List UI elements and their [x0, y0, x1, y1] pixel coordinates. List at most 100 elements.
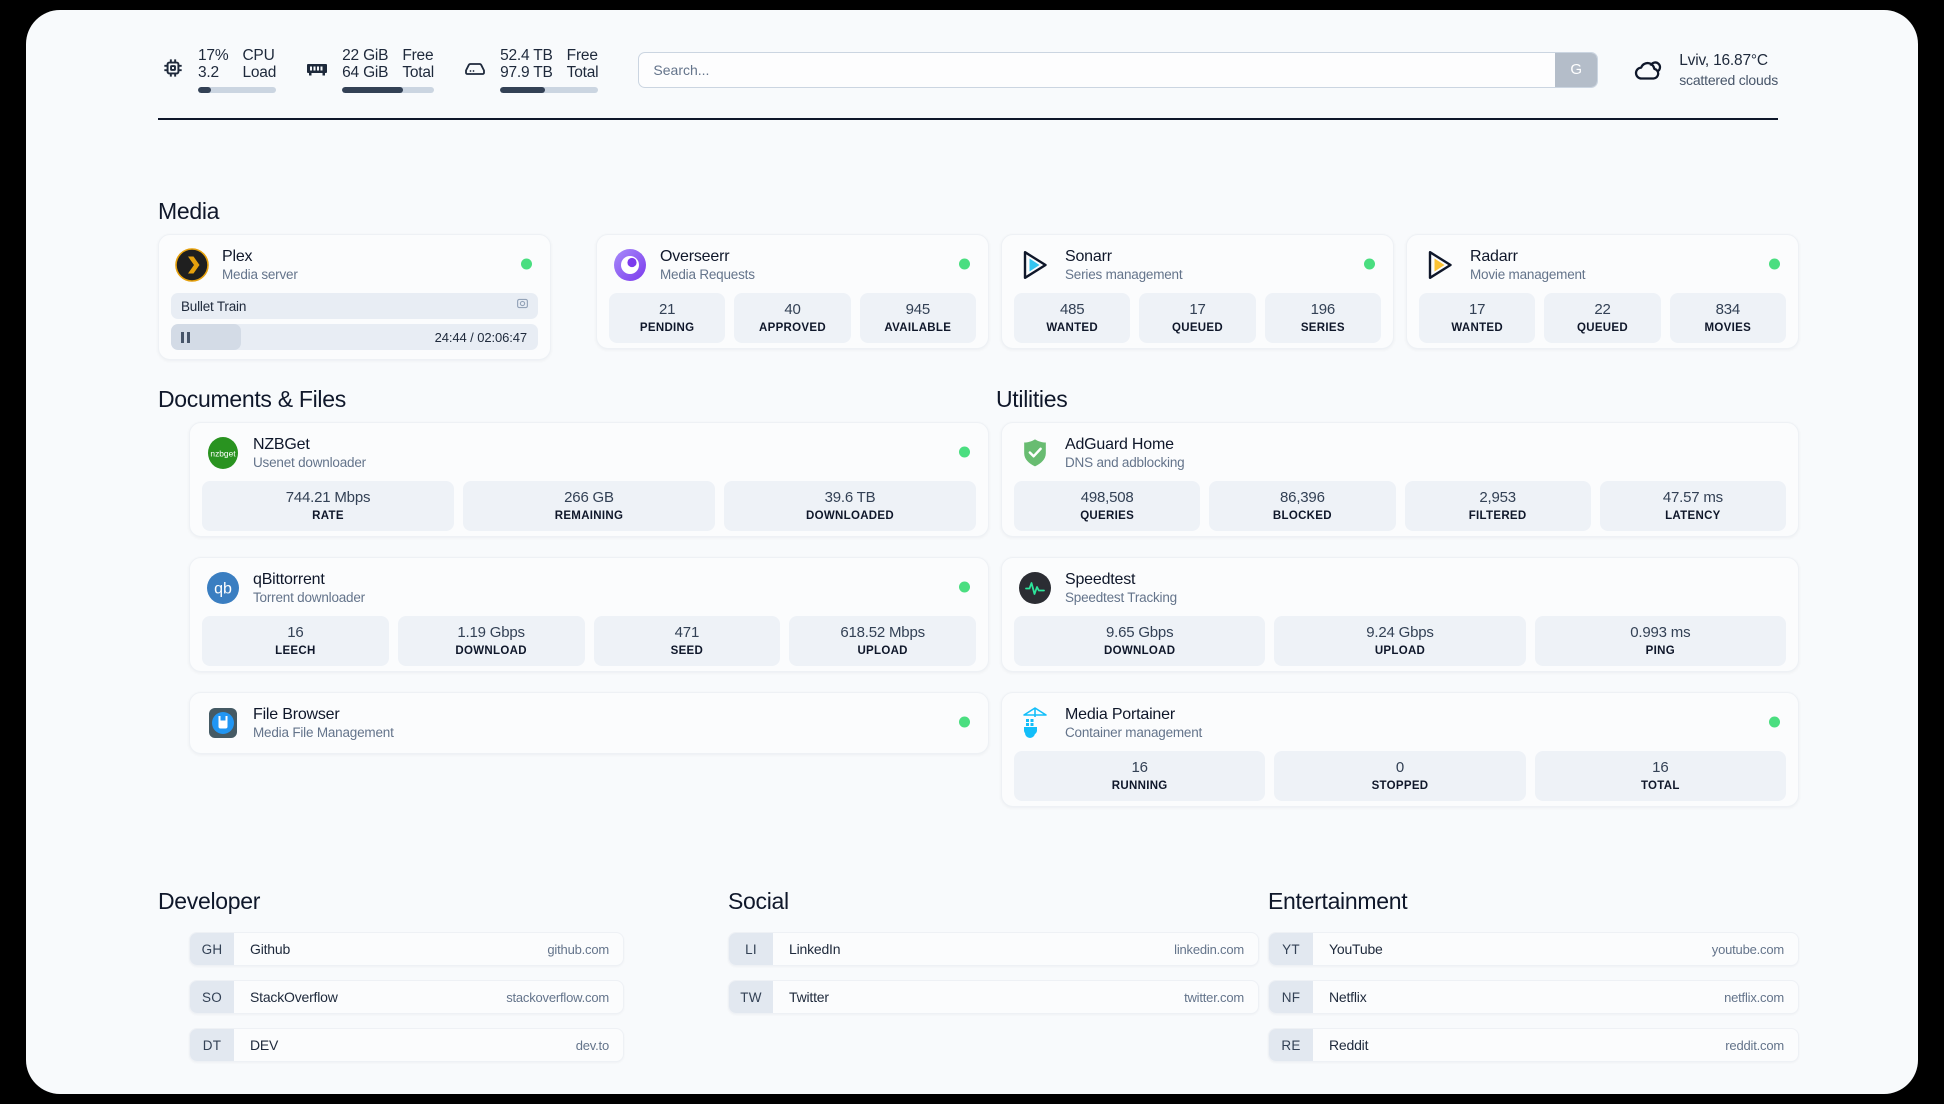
memory-label-top: Free — [402, 46, 434, 64]
bookmark-badge: LI — [729, 933, 773, 965]
bookmark-badge: RE — [1269, 1029, 1313, 1061]
status-badge-online — [959, 258, 970, 270]
bookmark-item-dev[interactable]: DT DEV dev.to — [189, 1028, 624, 1062]
bookmark-group-title-entertainment: Entertainment — [1268, 888, 1408, 914]
bookmark-name: Twitter — [789, 989, 829, 1005]
stat-value: 0.993 ms — [1630, 624, 1691, 641]
search-input[interactable] — [639, 52, 1556, 87]
status-badge-online — [1769, 258, 1780, 270]
weather-widget[interactable]: Lviv, 16.87°C scattered clouds — [1632, 52, 1778, 88]
card-stats: 21 PENDING 40 APPROVED 945 AVAILABLE — [597, 293, 988, 355]
app-card-sonarr[interactable]: Sonarr Series management 485 WANTED 17 Q… — [1001, 234, 1394, 349]
stat-queued: 17 QUEUED — [1139, 293, 1256, 343]
app-card-media-portainer[interactable]: Media Portainer Container management 16 … — [1001, 692, 1799, 807]
stat-caption: LATENCY — [1665, 510, 1721, 522]
stat-value: 47.57 ms — [1662, 489, 1723, 506]
stat-caption: DOWNLOADED — [806, 510, 894, 522]
pause-icon[interactable] — [181, 331, 190, 343]
svg-text:qb: qb — [214, 581, 232, 598]
app-description: Movie management — [1470, 267, 1586, 282]
bookmark-badge: YT — [1269, 933, 1313, 965]
search-submit-button[interactable]: G — [1555, 52, 1598, 87]
search-bar[interactable]: G — [638, 51, 1599, 88]
qbittorrent-icon: qb — [206, 571, 240, 605]
hard-drive-icon — [460, 53, 490, 83]
adguard-shield-icon — [1018, 436, 1052, 470]
card-header: nzbget NZBGet Usenet downloader — [190, 423, 988, 481]
weather-location-temp: Lviv, 16.87°C — [1679, 51, 1768, 69]
stat-rate: 744.21 Mbps RATE — [202, 481, 454, 531]
stat-stopped: 0 STOPPED — [1274, 751, 1526, 801]
cpu-usage-value: 17% — [198, 46, 229, 64]
memory-free-value: 22 GiB — [342, 46, 389, 64]
stat-value: 0 — [1395, 759, 1405, 776]
bookmark-url: reddit.com — [1725, 1037, 1784, 1053]
app-description: Speedtest Tracking — [1065, 590, 1177, 605]
bookmark-item-netflix[interactable]: NF Netflix netflix.com — [1268, 980, 1799, 1014]
cast-icon[interactable] — [516, 297, 529, 315]
bookmark-name: StackOverflow — [250, 989, 338, 1005]
weather-condition: scattered clouds — [1679, 71, 1778, 88]
app-description: Media Requests — [660, 267, 755, 282]
bookmark-item-github[interactable]: GH Github github.com — [189, 932, 624, 966]
app-card-qbittorrent[interactable]: qb qBittorrent Torrent downloader 16 LEE… — [189, 557, 989, 672]
app-description: Media server — [222, 267, 298, 282]
card-stats: 9.65 Gbps DOWNLOAD 9.24 Gbps UPLOAD 0.99… — [1002, 616, 1798, 678]
stat-leech: 16 LEECH — [202, 616, 389, 666]
stat-caption: RATE — [312, 510, 344, 522]
disk-label-top: Free — [566, 46, 598, 64]
stat-value: 834 — [1715, 301, 1741, 318]
stat-value: 16 — [287, 624, 304, 641]
stat-caption: UPLOAD — [1374, 645, 1426, 657]
bookmark-group-title-developer: Developer — [158, 888, 261, 914]
stat-caption: LEECH — [275, 645, 316, 657]
app-card-nzbget[interactable]: nzbget NZBGet Usenet downloader 744.21 M… — [189, 422, 989, 537]
card-stats: 17 WANTED 22 QUEUED 834 MOVIES — [1407, 293, 1798, 355]
bookmark-item-youtube[interactable]: YT YouTube youtube.com — [1268, 932, 1799, 966]
stat-value: 744.21 Mbps — [285, 489, 371, 506]
now-playing-bar[interactable]: Bullet Train — [171, 293, 538, 319]
app-name: File Browser — [253, 706, 340, 723]
cpu-load-value: 3.2 — [198, 63, 219, 81]
stat-caption: UPLOAD — [857, 645, 908, 657]
cpu-label-bottom: Load — [242, 63, 277, 81]
playback-progress-bar[interactable]: 24:44 / 02:06:47 — [171, 324, 538, 350]
card-header: AdGuard Home DNS and adblocking — [1002, 423, 1798, 481]
radarr-icon — [1423, 248, 1457, 282]
card-header: Radarr Movie management — [1407, 235, 1798, 293]
stat-pending: 21 PENDING — [609, 293, 726, 343]
stat-value: 86,396 — [1280, 489, 1325, 506]
app-card-speedtest[interactable]: Speedtest Speedtest Tracking 9.65 Gbps D… — [1001, 557, 1799, 672]
stat-caption: RUNNING — [1111, 780, 1168, 792]
stat-running: 16 RUNNING — [1014, 751, 1266, 801]
stat-value: 9.24 Gbps — [1366, 624, 1434, 641]
portainer-icon — [1018, 706, 1052, 740]
stat-value: 485 — [1059, 301, 1085, 318]
disk-free-value: 52.4 TB — [500, 46, 553, 64]
stat-filtered: 2,953 FILTERED — [1404, 481, 1591, 531]
bookmark-item-reddit[interactable]: RE Reddit reddit.com — [1268, 1028, 1799, 1062]
bookmark-item-linkedin[interactable]: LI LinkedIn linkedin.com — [728, 932, 1259, 966]
bookmark-item-twitter[interactable]: TW Twitter twitter.com — [728, 980, 1259, 1014]
stat-value: 16 — [1131, 759, 1148, 776]
stat-latency: 47.57 ms LATENCY — [1599, 481, 1786, 531]
bookmark-item-stackoverflow[interactable]: SO StackOverflow stackoverflow.com — [189, 980, 624, 1014]
app-name: Overseerr — [660, 248, 730, 265]
card-header: Plex Media server — [159, 235, 550, 293]
section-title-utilities: Utilities — [996, 386, 1068, 412]
card-stats: 498,508 QUERIES 86,396 BLOCKED 2,953 FIL… — [1002, 481, 1798, 543]
stat-queued: 22 QUEUED — [1544, 293, 1661, 343]
app-card-overseerr[interactable]: Overseerr Media Requests 21 PENDING 40 A… — [596, 234, 989, 349]
card-stats: 744.21 Mbps RATE 266 GB REMAINING 39.6 T… — [190, 481, 988, 543]
app-card-radarr[interactable]: Radarr Movie management 17 WANTED 22 QUE… — [1406, 234, 1799, 349]
header-divider — [158, 118, 1778, 120]
bookmark-url: linkedin.com — [1174, 941, 1244, 957]
app-card-adguard-home[interactable]: AdGuard Home DNS and adblocking 498,508 … — [1001, 422, 1799, 537]
app-name: AdGuard Home — [1065, 436, 1174, 453]
stat-caption: TOTAL — [1640, 780, 1680, 792]
bookmark-url: youtube.com — [1711, 941, 1784, 957]
stat-caption: FILTERED — [1468, 510, 1527, 522]
app-card-file-browser[interactable]: File Browser Media File Management — [189, 692, 989, 754]
app-card-plex[interactable]: Plex Media server Bullet Train 24:44 / 0… — [158, 234, 551, 360]
memory-usage-bar — [342, 86, 435, 93]
